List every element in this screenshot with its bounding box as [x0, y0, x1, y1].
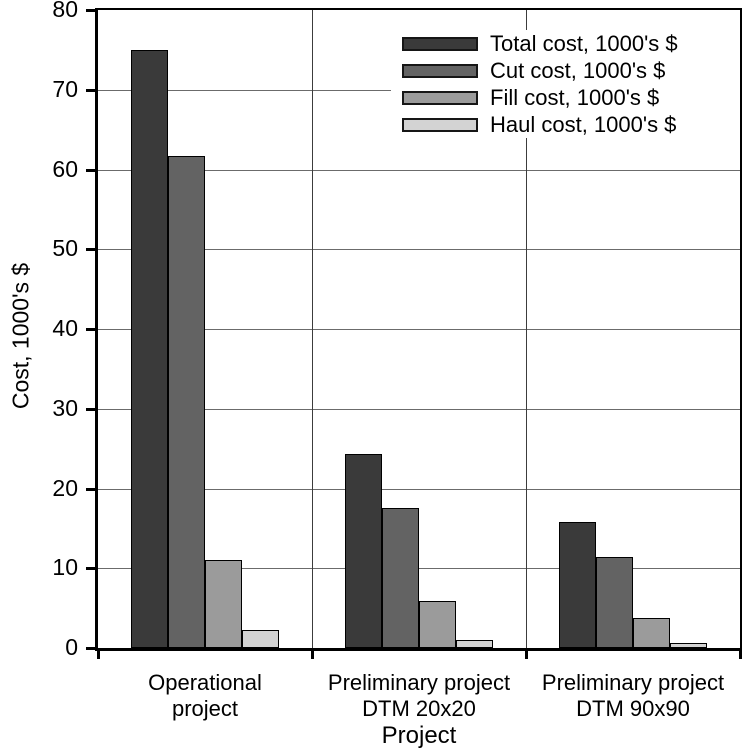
y-tick-0 [86, 647, 95, 650]
category-label-line: Preliminary project [541, 670, 725, 695]
category-label-line: project [171, 696, 239, 721]
x-tick [310, 651, 314, 659]
bar-cut-cost-group3 [596, 557, 633, 648]
category-label-line: DTM 20x20 [362, 696, 476, 721]
bar-total-cost-group1 [131, 49, 168, 648]
y-tick-label-60: 60 [52, 155, 78, 182]
y-tick-label-50: 50 [52, 235, 78, 262]
gridline-40 [98, 329, 740, 330]
bar-haul-cost-group1 [242, 629, 279, 648]
legend-row-fill-cost: Fill cost, 1000's $ [391, 84, 740, 111]
legend-row-cut-cost: Cut cost, 1000's $ [391, 57, 740, 84]
legend-swatch-haul-cost-icon [402, 117, 478, 132]
legend-label-haul-cost: Haul cost, 1000's $ [490, 111, 677, 137]
bar-haul-cost-group3 [670, 643, 707, 648]
y-tick-label-0: 0 [65, 633, 78, 660]
x-tick [96, 651, 100, 659]
y-tick-label-40: 40 [52, 314, 78, 341]
gridline-20 [98, 488, 740, 490]
y-tick-10 [86, 567, 95, 571]
bar-cut-cost-group2 [382, 508, 419, 648]
bar-fill-cost-group1 [205, 560, 242, 648]
plot-area: Total cost, 1000's $ Cut cost, 1000's $ … [52, 0, 742, 749]
legend-label-cut-cost: Cut cost, 1000's $ [490, 57, 666, 83]
legend-swatch-cut-cost-icon [402, 63, 478, 78]
y-tick-70 [86, 88, 95, 92]
y-tick-label-10: 10 [52, 554, 78, 581]
bar-fill-cost-group3 [633, 618, 670, 648]
y-tick-40 [86, 328, 95, 331]
legend-row-total-cost: Total cost, 1000's $ [391, 30, 740, 57]
group-divider [526, 10, 527, 648]
category-label-group3: Preliminary project DTM 90x90 [526, 670, 740, 722]
x-tick [524, 651, 528, 659]
y-tick-20 [86, 487, 95, 491]
gridline-30 [98, 408, 740, 410]
group-divider [312, 10, 313, 648]
y-tick-60 [86, 168, 95, 172]
y-tick-label-30: 30 [52, 394, 78, 421]
y-tick-label-70: 70 [52, 75, 78, 102]
category-label-group2: Preliminary project DTM 20x20 [312, 670, 526, 722]
y-tick-label-20: 20 [52, 474, 78, 501]
gridline-60 [98, 169, 740, 171]
y-tick-30 [86, 407, 95, 411]
legend-swatch-total-cost-icon [402, 36, 478, 51]
category-label-line: DTM 90x90 [576, 696, 690, 721]
y-tick-label-80: 80 [52, 0, 78, 22]
legend-label-total-cost: Total cost, 1000's $ [490, 30, 678, 56]
category-label-line: Operational [148, 670, 262, 695]
bar-haul-cost-group2 [456, 640, 493, 648]
x-tick [738, 651, 742, 659]
gridline-50 [98, 249, 740, 251]
x-axis-title: Project [381, 722, 457, 749]
legend-label-fill-cost: Fill cost, 1000's $ [490, 84, 660, 110]
y-tick-50 [86, 248, 95, 252]
category-label-line: Preliminary project [327, 670, 511, 695]
legend: Total cost, 1000's $ Cut cost, 1000's $ … [391, 30, 740, 138]
bar-fill-cost-group2 [419, 600, 456, 648]
legend-swatch-fill-cost-icon [402, 90, 478, 105]
legend-row-haul-cost: Haul cost, 1000's $ [391, 111, 740, 138]
category-label-group1: Operational project [98, 670, 312, 722]
bar-total-cost-group3 [559, 521, 596, 648]
y-tick-80 [86, 9, 95, 12]
gridline-10 [98, 568, 740, 570]
bar-cut-cost-group1 [168, 155, 205, 648]
bar-total-cost-group2 [345, 454, 382, 648]
